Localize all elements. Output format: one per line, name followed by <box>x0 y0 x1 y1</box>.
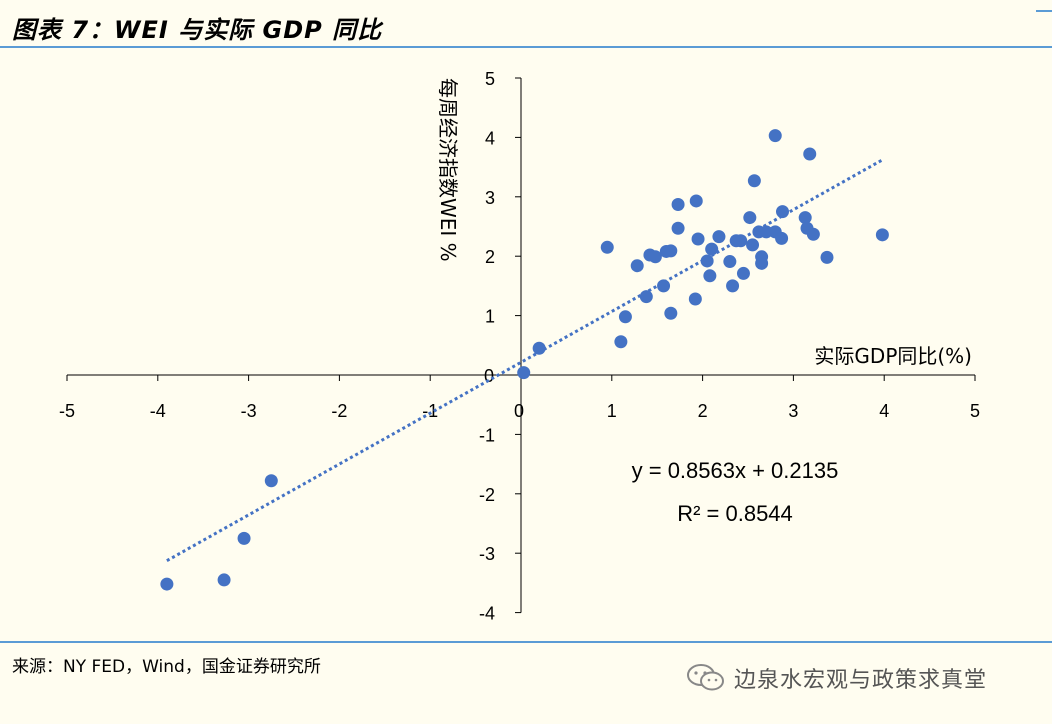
y-tick-label: 1 <box>485 307 495 327</box>
data-point <box>648 250 662 264</box>
data-point <box>723 255 737 269</box>
data-point <box>217 573 231 587</box>
data-point <box>237 531 251 545</box>
x-tick-label: 0 <box>514 401 524 421</box>
y-tick-label: 2 <box>485 247 495 267</box>
figure-title: 图表 7：WEI 与实际 GDP 同比 <box>12 16 383 44</box>
data-point <box>700 254 714 268</box>
y-tick-label: 5 <box>485 69 495 89</box>
data-point <box>614 335 628 349</box>
x-tick-label: -2 <box>331 401 347 421</box>
data-point <box>743 211 757 225</box>
data-point <box>639 290 653 304</box>
data-point <box>747 174 761 188</box>
data-point <box>160 577 174 591</box>
x-tick-label: 1 <box>607 401 617 421</box>
watermark-text: 边泉水宏观与政策求真堂 <box>734 668 988 693</box>
x-tick-label: 2 <box>698 401 708 421</box>
data-point <box>664 244 678 258</box>
y-tick-label: 0 <box>484 366 494 386</box>
trendline <box>166 158 884 562</box>
data-point <box>755 256 769 270</box>
data-point <box>705 242 719 256</box>
data-point <box>759 225 773 239</box>
data-point <box>768 129 782 143</box>
x-tick-label: -4 <box>150 401 166 421</box>
data-point <box>618 310 632 324</box>
data-point <box>776 205 790 219</box>
data-points <box>160 129 889 591</box>
data-point <box>703 269 717 283</box>
y-tick-label: 3 <box>485 188 495 208</box>
data-point <box>712 230 726 244</box>
x-axis-label: 实际GDP同比(%) <box>814 344 972 368</box>
data-point <box>775 231 789 245</box>
trend-equation: y = 0.8563x + 0.2135 <box>632 458 839 483</box>
header-rule-corner <box>1036 0 1052 12</box>
y-tick-label: -3 <box>479 544 495 564</box>
data-point <box>688 292 702 306</box>
data-point <box>798 211 812 225</box>
data-point <box>726 279 740 293</box>
y-tick-label: -1 <box>479 425 495 445</box>
data-point <box>517 366 531 380</box>
y-tick-label: -2 <box>479 485 495 505</box>
y-axis-label: 每周经济指数WEI % <box>436 78 460 262</box>
y-tick-label: -4 <box>479 604 495 624</box>
figure-header: 图表 7：WEI 与实际 GDP 同比 <box>0 0 1052 48</box>
x-tick-label: 3 <box>788 401 798 421</box>
data-point <box>691 232 705 246</box>
x-tick-label: -3 <box>241 401 257 421</box>
x-tick-label: -5 <box>59 401 75 421</box>
x-tick-label: 4 <box>879 401 889 421</box>
data-point <box>734 234 748 248</box>
data-point <box>671 221 685 235</box>
data-point <box>264 474 278 488</box>
data-point <box>664 306 678 320</box>
footer-rule <box>0 641 1052 643</box>
data-point <box>600 240 614 254</box>
watermark: 边泉水宏观与政策求真堂 <box>686 662 987 694</box>
data-point <box>689 194 703 208</box>
data-point <box>875 228 889 242</box>
trendline-group <box>166 158 884 562</box>
data-point <box>736 266 750 280</box>
data-point <box>657 279 671 293</box>
data-point <box>820 250 834 264</box>
data-point <box>806 227 820 241</box>
header-rule <box>0 46 1052 48</box>
data-point <box>803 147 817 161</box>
data-point <box>746 238 760 252</box>
wechat-icon <box>687 664 724 691</box>
data-point <box>532 341 546 355</box>
data-point <box>671 198 685 212</box>
data-point <box>630 259 644 273</box>
r-squared: R² = 0.8544 <box>677 501 793 526</box>
y-tick-label: 4 <box>485 128 495 148</box>
x-tick-label: 5 <box>970 401 980 421</box>
source-note: 来源：NY FED，Wind，国金证券研究所 <box>12 657 321 677</box>
